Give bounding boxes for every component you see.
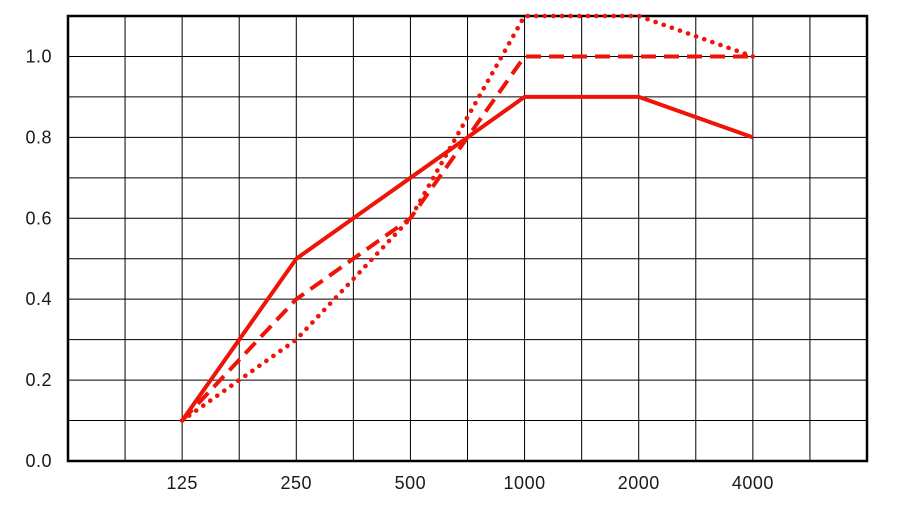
x-tick-label: 4000 [732,473,774,493]
y-tick-label: 0.2 [25,370,52,390]
series-dashed-line [180,54,753,422]
y-tick-label: 0.8 [25,127,52,147]
y-tick-label: 0.0 [25,451,52,471]
x-tick-label: 1000 [504,473,546,493]
x-tick-label: 2000 [618,473,660,493]
y-tick-label: 0.6 [25,208,52,228]
series-dotted-line [179,13,756,423]
x-tick-label: 125 [166,473,198,493]
y-tick-label: 0.4 [25,289,52,309]
x-tick-label: 500 [395,473,427,493]
y-tick-label: 1.0 [25,46,52,66]
plot-border [66,14,869,463]
x-tick-label: 250 [281,473,313,493]
